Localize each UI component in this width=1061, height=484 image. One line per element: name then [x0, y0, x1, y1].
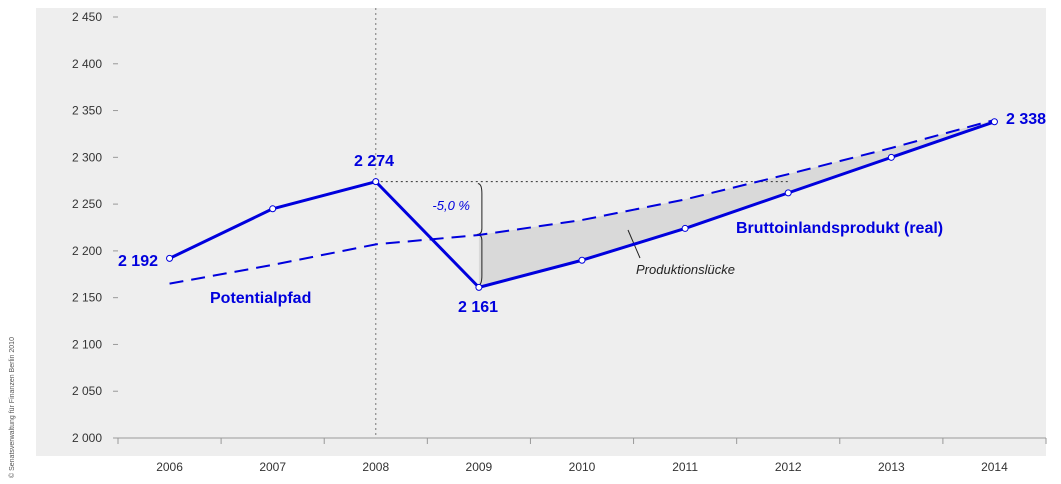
x-tick-label: 2006 [156, 460, 183, 474]
x-tick-label: 2013 [878, 460, 905, 474]
label-produktionsluecke: Produktionslücke [636, 262, 735, 277]
x-tick-label: 2014 [981, 460, 1008, 474]
y-tick-label: 2 200 [72, 244, 102, 258]
data-point-bip-2006 [166, 254, 174, 262]
series-line-potentialpfad [169, 118, 995, 285]
label-potentialpfad: Potentialpfad [210, 290, 311, 307]
x-tick-label: 2011 [672, 460, 698, 474]
y-tick-label: 2 450 [72, 10, 102, 24]
label-percent: -5,0 % [432, 198, 470, 213]
y-tick-label: 2 350 [72, 104, 102, 118]
y-tick-label: 2 150 [72, 291, 102, 305]
production-gap-area [478, 119, 995, 288]
data-point-bip-2007 [269, 205, 277, 213]
labels-layer: 2 192 2 274 2 161 2 338 Potentialpfad Br… [8, 111, 1046, 478]
data-points-layer [166, 118, 998, 291]
y-tick-label: 2 050 [72, 384, 102, 398]
label-bruttoinlandsprodukt: Bruttoinlandsprodukt (real) [736, 220, 943, 237]
x-tick-label: 2007 [259, 460, 286, 474]
label-bip-2006: 2 192 [118, 253, 158, 270]
data-point-bip-2009 [475, 283, 483, 291]
data-point-bip-2014 [990, 118, 998, 126]
y-tick-label: 2 300 [72, 150, 102, 164]
y-tick-label: 2 000 [72, 431, 102, 445]
axes-layer: 2 000 2 050 2 100 2 150 2 200 2 250 2 300 2 350… [72, 10, 1047, 474]
copyright-text: © Senatsverwaltung für Finanzen Berlin 2… [8, 337, 16, 478]
gap-area-layer [478, 119, 995, 288]
x-tick-label: 2008 [362, 460, 389, 474]
y-tick-label: 2 400 [72, 57, 102, 71]
data-point-bip-2008 [372, 178, 380, 186]
label-bip-2008: 2 274 [354, 153, 394, 170]
data-point-bip-2012 [784, 189, 792, 197]
y-tick-label: 2 100 [72, 337, 102, 351]
data-point-bip-2010 [578, 256, 586, 264]
label-bip-2014: 2 338 [1006, 111, 1046, 128]
x-tick-label: 2009 [466, 460, 493, 474]
x-tick-label: 2012 [775, 460, 802, 474]
x-tick-label: 2010 [569, 460, 596, 474]
data-point-bip-2011 [681, 224, 689, 232]
y-tick-label: 2 250 [72, 197, 102, 211]
label-bip-2009: 2 161 [458, 299, 498, 316]
data-point-bip-2013 [887, 153, 895, 161]
